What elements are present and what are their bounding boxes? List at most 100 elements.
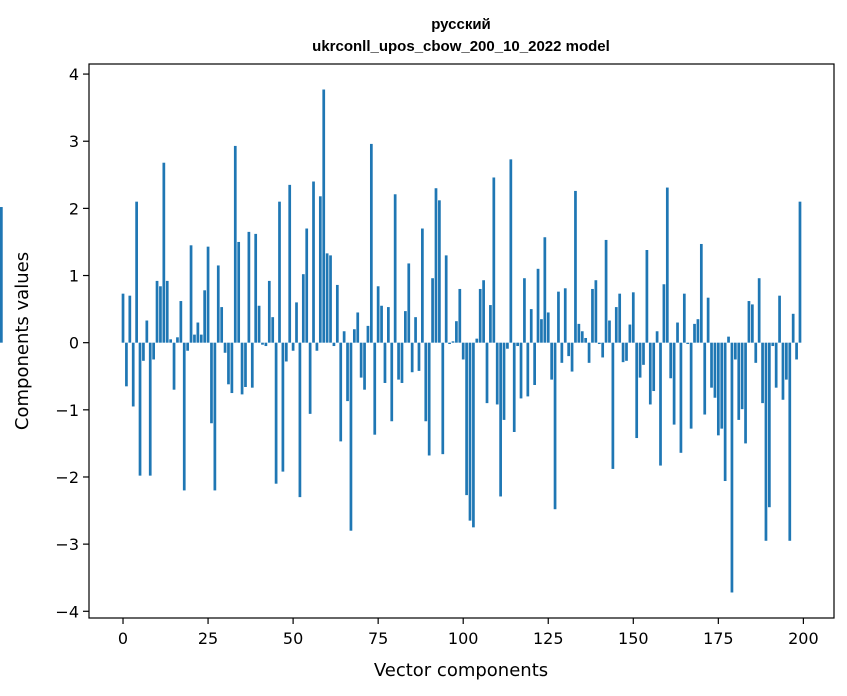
bar [652,342,656,392]
bar [261,342,264,345]
bar [278,201,281,343]
bar [485,342,489,404]
bar [455,321,458,343]
bar [546,312,550,343]
bar [560,342,564,363]
bar [376,286,380,343]
bar [407,263,411,343]
bar [489,305,492,343]
bar [421,228,424,343]
bar [325,253,329,343]
bar [438,200,441,343]
bar [397,342,400,380]
bar [155,280,159,343]
bar [254,233,258,343]
bar [264,342,268,347]
bar [465,342,468,496]
bar [295,302,298,343]
bar [393,194,397,343]
bar [601,342,605,358]
x-tick-label: 125 [533,629,564,648]
bar [744,342,747,444]
bar [642,342,645,365]
chart-title: русский [431,16,491,33]
bar [356,312,360,343]
bar [574,190,577,343]
bar [577,323,581,343]
bar [135,201,138,343]
bar [305,228,309,343]
bar [495,342,499,405]
bar [199,334,203,343]
bar [247,231,251,343]
bar [499,342,502,497]
y-tick-label: 0 [69,334,79,353]
bar [189,245,193,343]
bar [227,342,230,385]
bar [342,331,346,343]
bar [281,342,285,472]
bar [366,325,370,343]
bar [696,319,700,343]
bar [597,342,601,345]
bar [533,342,536,385]
bar [482,280,485,343]
bar [414,317,417,343]
bar [475,338,479,343]
bar [441,342,445,455]
bar [529,309,533,343]
bar [737,342,741,420]
bar [764,342,768,541]
bar [594,280,598,343]
bar [233,145,237,343]
bar [404,311,407,343]
bar [210,342,213,424]
bar [179,301,183,343]
bar [638,342,642,378]
bar [0,207,3,343]
y-axis: −4 −3 −2 −1 0 1 2 3 4 [55,65,89,621]
bar [458,288,462,343]
bar [778,295,781,343]
bar [240,342,244,395]
bar [591,288,594,343]
bar [206,246,210,343]
bar [329,255,332,343]
bars [0,89,802,593]
bar [472,342,475,528]
bar [740,342,744,410]
bar [352,329,356,343]
plot-frame [88,63,835,619]
bar [125,342,128,387]
bar [730,342,734,593]
bar [526,342,530,397]
bar [162,162,166,343]
bar [172,342,176,390]
bar [492,177,496,343]
bar [628,324,632,343]
bar [138,342,142,476]
y-tick-label: −1 [55,401,79,420]
bar [431,278,434,343]
bar [244,342,247,387]
bar [509,159,513,343]
bar [614,307,618,343]
bar [400,342,404,383]
chart-subtitle: ukrconll_upos_cbow_200_10_2022 model [312,38,610,55]
bar [271,317,275,343]
y-axis-label: Components values [12,252,33,430]
bar [720,342,724,429]
bar [604,239,608,343]
bar [676,322,679,343]
bar [757,278,761,343]
bar [788,342,792,541]
bar [584,337,588,343]
bar [703,342,707,415]
x-tick-label: 75 [368,629,388,648]
bar [608,320,611,343]
bar [312,181,315,343]
bar [659,342,662,466]
bar [791,313,795,343]
bar [349,342,353,531]
